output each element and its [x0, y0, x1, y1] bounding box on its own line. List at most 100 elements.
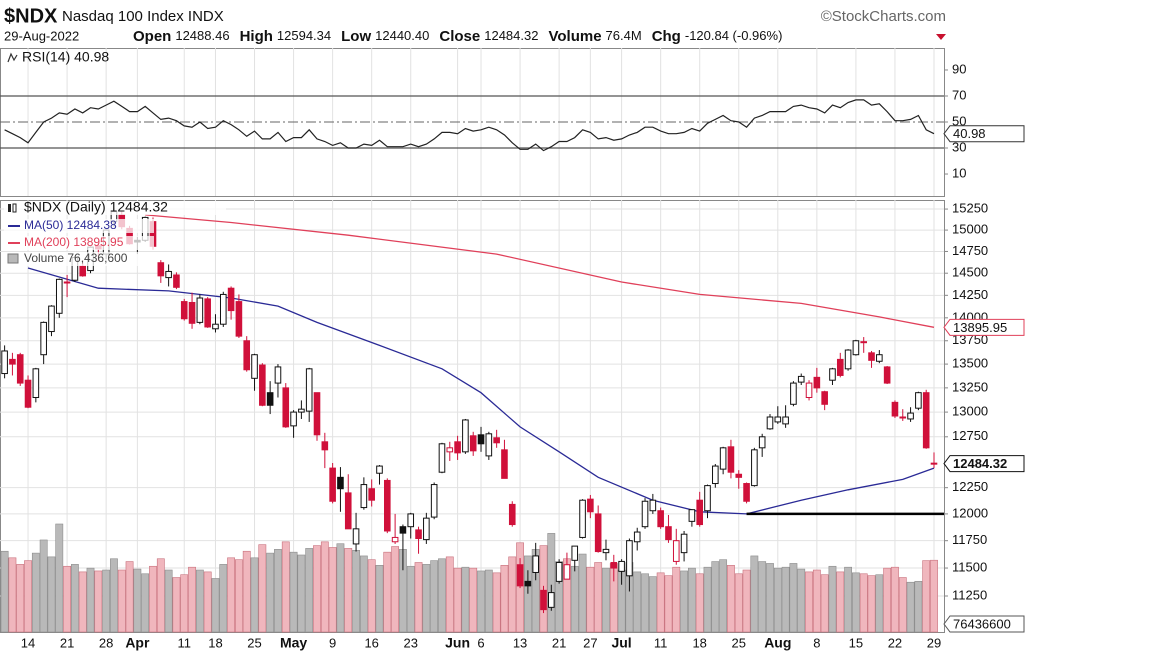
volume-bar	[320, 541, 329, 633]
candle-body	[24, 379, 32, 408]
candle-body	[633, 531, 641, 543]
rsi-line	[4, 99, 935, 152]
candle-body	[821, 391, 828, 405]
candle-body	[930, 462, 938, 465]
volume-bar	[266, 552, 275, 633]
candle-body	[508, 503, 516, 526]
candle-body	[524, 580, 532, 587]
volume-bar	[648, 576, 657, 633]
rsi-tick-label: 50	[952, 113, 966, 128]
candle-body	[758, 436, 766, 449]
candle-body	[188, 301, 196, 324]
volume-bar	[391, 546, 400, 633]
y-tick-label: 11250	[952, 587, 987, 602]
volume-bar	[812, 569, 821, 633]
candle-body	[844, 349, 852, 370]
volume-bar	[547, 533, 556, 633]
volume-bar	[508, 556, 517, 633]
price-legend: $NDX (Daily) 12484.32	[24, 199, 168, 215]
volume-bar	[172, 577, 181, 633]
x-tick-label: 29	[927, 635, 941, 650]
candle-body	[329, 467, 336, 502]
volume-bar	[891, 566, 899, 633]
candle-body	[165, 270, 172, 279]
volume-bar	[133, 568, 142, 633]
candle-body	[48, 305, 55, 333]
volume-bar	[47, 556, 56, 633]
volume-bar	[695, 573, 704, 633]
volume-bar	[898, 577, 907, 633]
volume-bar	[63, 565, 71, 633]
volume-bar	[235, 559, 243, 633]
volume-bar	[820, 574, 829, 633]
volume-bar	[523, 555, 532, 633]
x-tick-label: May	[280, 635, 307, 651]
candle-body	[813, 376, 821, 389]
candle-body	[743, 483, 750, 502]
candle-body	[883, 366, 891, 384]
candle-body	[9, 358, 16, 365]
candle-body	[173, 274, 180, 288]
candle-body	[321, 441, 329, 451]
rsi-tick-label: 10	[952, 165, 966, 180]
volume-bar	[594, 562, 603, 633]
volume-bar	[469, 567, 478, 633]
symbol: $NDX	[4, 5, 58, 27]
x-tick-label: 23	[403, 635, 417, 650]
volume-bar	[453, 567, 462, 633]
volume-bar	[156, 558, 165, 633]
value-tag-label: 12484.32	[953, 456, 1007, 471]
volume-bar	[883, 567, 892, 633]
volume-bar	[258, 544, 267, 633]
y-tick-label: 11750	[952, 532, 987, 547]
candle-body	[407, 513, 415, 528]
volume-bar	[703, 566, 712, 633]
volume-bar	[141, 573, 150, 633]
volume-bar	[734, 573, 743, 633]
candle-body	[797, 375, 805, 383]
stat-label: Chg	[652, 28, 681, 45]
volume-bar	[867, 575, 876, 633]
volume-bar	[94, 570, 103, 633]
candle-body	[227, 287, 235, 312]
candle-body	[313, 392, 321, 436]
volume-bar	[844, 566, 852, 633]
volume-bar	[219, 564, 228, 633]
stat-label: Close	[439, 28, 480, 45]
x-tick-label: 16	[364, 635, 378, 650]
candle-body	[915, 392, 922, 409]
legend-label: MA(200) 13895.95	[24, 235, 124, 249]
x-tick-label: 9	[329, 635, 336, 650]
volume-bar	[125, 561, 134, 633]
candle-body	[782, 416, 789, 425]
candle-body	[384, 479, 391, 532]
volume-bar	[0, 550, 9, 633]
legend-icon	[8, 204, 11, 212]
volume-bar	[687, 567, 696, 633]
candle-body	[540, 589, 547, 611]
y-tick-label: 11500	[952, 559, 987, 574]
candle-body	[391, 536, 399, 543]
x-tick-label: Jul	[611, 635, 631, 651]
volume-bar	[250, 557, 259, 633]
volume-bar	[367, 559, 376, 633]
volume-bar	[102, 569, 111, 633]
down-arrow	[936, 34, 946, 40]
volume-bar	[930, 559, 938, 633]
x-tick-label: 21	[60, 635, 74, 650]
candle-body	[672, 540, 680, 562]
volume-bar	[781, 566, 790, 633]
candle-body	[40, 321, 47, 356]
volume-bar	[110, 558, 118, 633]
volume-bar	[586, 566, 595, 633]
candle-body	[337, 476, 344, 490]
volume	[0, 523, 938, 633]
candle-body	[305, 368, 313, 412]
volume-bar	[633, 571, 642, 633]
candle-body	[579, 499, 586, 538]
candle-body	[563, 564, 571, 580]
rsi-tick-label: 30	[952, 139, 966, 154]
candle-body	[282, 387, 290, 428]
candle-body	[501, 449, 508, 479]
volume-bar	[70, 564, 79, 633]
